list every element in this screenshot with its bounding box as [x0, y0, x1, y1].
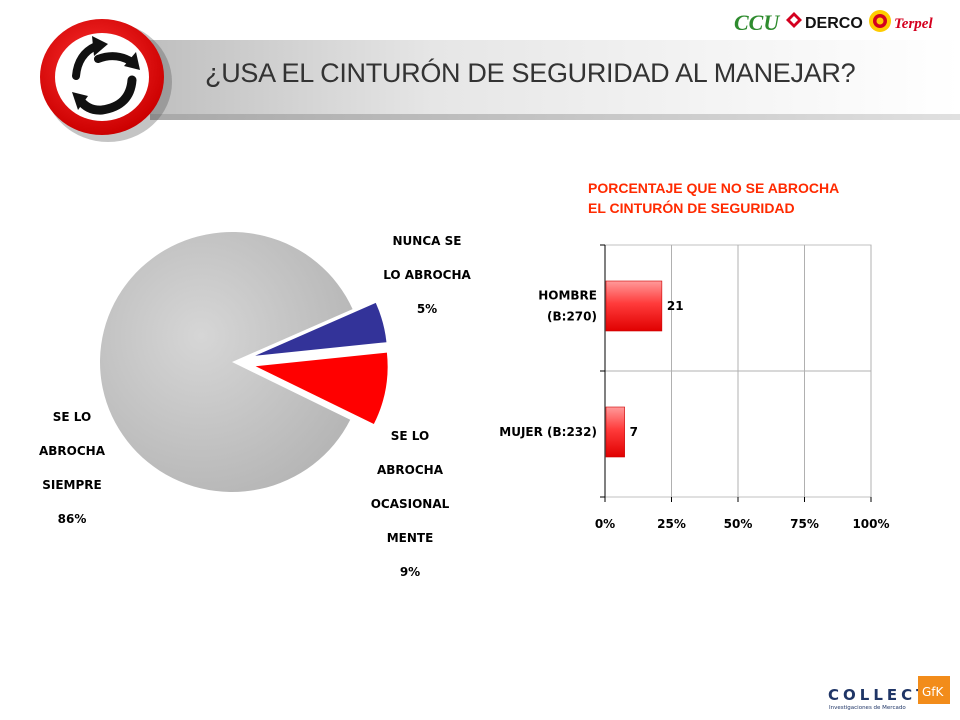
terpel-logo-icon: Terpel — [869, 10, 933, 32]
pie-label-ocasional-line2: ABROCHA — [376, 463, 443, 477]
pie-value-siempre: 86% — [57, 512, 87, 526]
pie-label-ocasional-line1: SE LO — [390, 429, 430, 443]
collect-gfk-logo-icon: COLLECT Investigaciones de Mercado GfK — [828, 676, 950, 711]
seatbelt-arrows-sign-icon — [40, 19, 172, 142]
pie-label-ocasional-line4: MENTE — [386, 531, 434, 545]
bar-value-label-1: 7 — [630, 425, 638, 439]
bar-category-label-0-1: (B:270) — [547, 310, 597, 324]
bar-chart: 0% 25% 50% 75% 100% 21 HOMBRE (B:270) 7 MUJER (B:… — [499, 244, 890, 531]
bar-x-tick-label-4: 100% — [852, 517, 889, 531]
ccu-logo-icon: CCU — [734, 10, 780, 35]
bar-x-tick-label-2: 50% — [724, 517, 753, 531]
pie-slice-2 — [100, 231, 353, 492]
bar-chart-title-line1: PORCENTAJE QUE NO SE ABROCHA — [588, 180, 840, 196]
pie-label-siempre-line3: SIEMPRE — [42, 478, 102, 492]
bar-0 — [605, 280, 663, 332]
pie-label-ocasional-line3: OCASIONAL — [370, 497, 450, 511]
sponsor-logos: CCU DERCO Terpel — [734, 10, 933, 35]
collect-logo-text: COLLECT — [828, 686, 930, 704]
pie-value-ocasional: 9% — [399, 565, 421, 579]
pie-slice-1 — [255, 352, 388, 425]
bar-category-label-1-0: MUJER (B:232) — [499, 425, 597, 439]
bar-chart-title-line2: EL CINTURÓN DE SEGURIDAD — [588, 200, 795, 216]
pie-label-nunca-line1: NUNCA SE — [392, 234, 462, 248]
bar-value-label-0: 21 — [667, 299, 684, 313]
pie-label-nunca: NUNCA SE LO ABROCHA 5% — [372, 216, 482, 335]
bar-1 — [605, 406, 625, 458]
gfk-badge: GfK — [922, 685, 945, 699]
bar-category-label-0-0: HOMBRE — [538, 289, 597, 303]
pie-chart — [100, 231, 388, 492]
brand-derco: DERCO — [805, 15, 863, 32]
bar-x-tick-label-3: 75% — [790, 517, 819, 531]
pie-label-siempre: SE LO ABROCHA SIEMPRE 86% — [22, 392, 122, 545]
header-band — [150, 40, 960, 120]
pie-label-siempre-line2: ABROCHA — [38, 444, 105, 458]
pie-slice-0 — [255, 302, 387, 356]
pie-value-nunca: 5% — [416, 302, 438, 316]
derco-logo-icon: DERCO — [786, 12, 863, 32]
brand-terpel: Terpel — [894, 16, 933, 32]
bar-chart-title: PORCENTAJE QUE NO SE ABROCHA EL CINTURÓN… — [588, 178, 839, 218]
page-title: ¿USA EL CINTURÓN DE SEGURIDAD AL MANEJAR… — [205, 58, 856, 88]
collect-logo-subtext: Investigaciones de Mercado — [829, 705, 906, 711]
bar-x-tick-label-0: 0% — [595, 517, 615, 531]
pie-label-nunca-line2: LO ABROCHA — [383, 268, 471, 282]
pie-label-ocasional: SE LO ABROCHA OCASIONAL MENTE 9% — [360, 411, 460, 598]
bar-x-tick-label-1: 25% — [657, 517, 686, 531]
brand-ccu: CCU — [734, 10, 780, 35]
pie-label-siempre-line1: SE LO — [52, 410, 92, 424]
